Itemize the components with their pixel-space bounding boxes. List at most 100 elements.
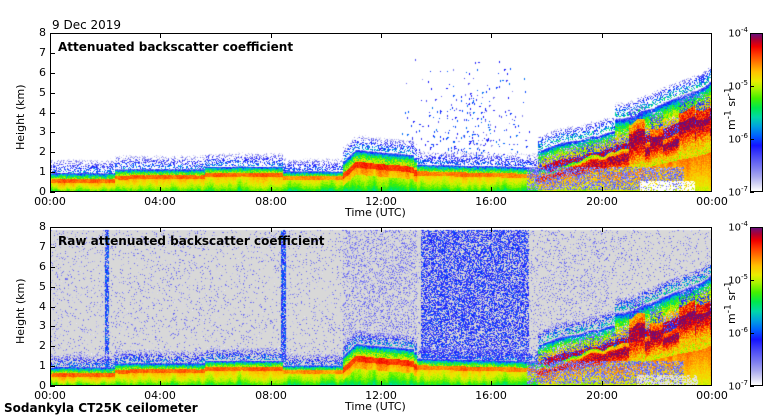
colorbar-tick-mark [750, 227, 754, 228]
x-tick-label: 08:00 [255, 195, 287, 208]
bottom-panel-heatmap-canvas [51, 228, 711, 385]
x-tick-label: 00:00 [34, 195, 66, 208]
colorbar-tick-mark [750, 280, 754, 281]
x-tick-label: 00:00 [696, 389, 728, 402]
colorbar-tick-label: 10-6 [728, 326, 748, 340]
y-tick-mark [50, 113, 55, 114]
colorbar-tick-label: 10-4 [728, 220, 748, 234]
y-tick-label: 4 [39, 106, 46, 119]
y-tick-mark [50, 227, 55, 228]
y-tick-label: 8 [39, 220, 46, 233]
figure-caption: Sodankyla CT25K ceilometer [4, 401, 198, 415]
y-tick-mark [50, 247, 55, 248]
colorbar-tick-label: 10-4 [728, 26, 748, 40]
bottom-panel-plot [50, 227, 712, 386]
colorbar-tick-label: 10-5 [728, 273, 748, 287]
x-tick-mark [491, 381, 492, 386]
x-tick-label: 20:00 [586, 195, 618, 208]
y-tick-mark [50, 152, 55, 153]
x-tick-mark-top [271, 33, 272, 38]
colorbar-tick-mark [750, 33, 754, 34]
bottom-colorbar [750, 227, 763, 386]
y-tick-label: 1 [39, 359, 46, 372]
y-tick-mark [50, 267, 55, 268]
y-tick-label: 4 [39, 300, 46, 313]
top-panel-y-axis-label: Height (km) [14, 84, 27, 150]
x-tick-label: 16:00 [475, 389, 507, 402]
top-panel-title: Attenuated backscatter coefficient [58, 40, 294, 54]
x-tick-label: 00:00 [34, 389, 66, 402]
y-tick-mark [50, 192, 55, 193]
x-tick-mark-top [602, 227, 603, 232]
x-tick-mark-top [491, 33, 492, 38]
y-tick-mark [50, 386, 55, 387]
x-tick-label: 00:00 [696, 195, 728, 208]
x-tick-label: 08:00 [255, 389, 287, 402]
x-tick-mark [491, 187, 492, 192]
top-colorbar-label: m-1 sr-1 [722, 87, 738, 130]
y-tick-label: 1 [39, 165, 46, 178]
bottom-panel-x-axis-label: Time (UTC) [345, 400, 406, 413]
y-tick-mark [50, 326, 55, 327]
x-tick-mark-top [160, 227, 161, 232]
y-tick-mark [50, 287, 55, 288]
colorbar-tick-label: 10-7 [728, 185, 748, 199]
y-tick-mark [50, 346, 55, 347]
x-tick-label: 20:00 [586, 389, 618, 402]
x-tick-label: 04:00 [144, 389, 176, 402]
x-tick-mark [602, 187, 603, 192]
x-tick-mark-top [491, 227, 492, 232]
colorbar-tick-label: 10-6 [728, 132, 748, 146]
y-tick-label: 6 [39, 260, 46, 273]
x-tick-mark-top [381, 33, 382, 38]
y-tick-mark [50, 307, 55, 308]
top-panel-x-axis-label: Time (UTC) [345, 206, 406, 219]
y-tick-label: 3 [39, 319, 46, 332]
y-tick-label: 8 [39, 26, 46, 39]
date-label: 9 Dec 2019 [52, 18, 122, 32]
x-tick-mark [160, 187, 161, 192]
colorbar-tick-label: 10-5 [728, 79, 748, 93]
y-tick-mark [50, 172, 55, 173]
bottom-panel-title: Raw attenuated backscatter coefficient [58, 234, 325, 248]
y-tick-mark [50, 132, 55, 133]
colorbar-tick-mark [750, 192, 754, 193]
x-tick-label: 16:00 [475, 195, 507, 208]
x-tick-mark [271, 381, 272, 386]
colorbar-tick-mark [750, 333, 754, 334]
y-tick-label: 3 [39, 125, 46, 138]
y-tick-label: 0 [39, 185, 46, 198]
y-tick-mark [50, 366, 55, 367]
x-tick-label: 12:00 [365, 389, 397, 402]
x-tick-mark-top [602, 33, 603, 38]
colorbar-tick-mark [750, 386, 754, 387]
x-tick-mark-top [160, 33, 161, 38]
y-tick-mark [50, 93, 55, 94]
x-tick-mark [381, 381, 382, 386]
y-tick-label: 2 [39, 339, 46, 352]
x-tick-label: 04:00 [144, 195, 176, 208]
x-tick-label: 12:00 [365, 195, 397, 208]
x-tick-mark [271, 187, 272, 192]
y-tick-label: 2 [39, 145, 46, 158]
colorbar-tick-mark [750, 139, 754, 140]
x-tick-mark [160, 381, 161, 386]
y-tick-label: 6 [39, 66, 46, 79]
top-panel-plot [50, 33, 712, 192]
y-tick-mark [50, 53, 55, 54]
colorbar-tick-mark [750, 86, 754, 87]
x-tick-mark-top [271, 227, 272, 232]
bottom-panel-y-axis-label: Height (km) [14, 278, 27, 344]
x-tick-mark-top [381, 227, 382, 232]
y-tick-label: 0 [39, 379, 46, 392]
y-tick-label: 5 [39, 86, 46, 99]
y-tick-mark [50, 73, 55, 74]
colorbar-tick-label: 10-7 [728, 379, 748, 393]
y-tick-label: 7 [39, 46, 46, 59]
y-tick-mark [50, 33, 55, 34]
y-tick-label: 5 [39, 280, 46, 293]
y-tick-label: 7 [39, 240, 46, 253]
top-colorbar [750, 33, 763, 192]
x-tick-mark [381, 187, 382, 192]
top-panel-heatmap-canvas [51, 34, 711, 191]
